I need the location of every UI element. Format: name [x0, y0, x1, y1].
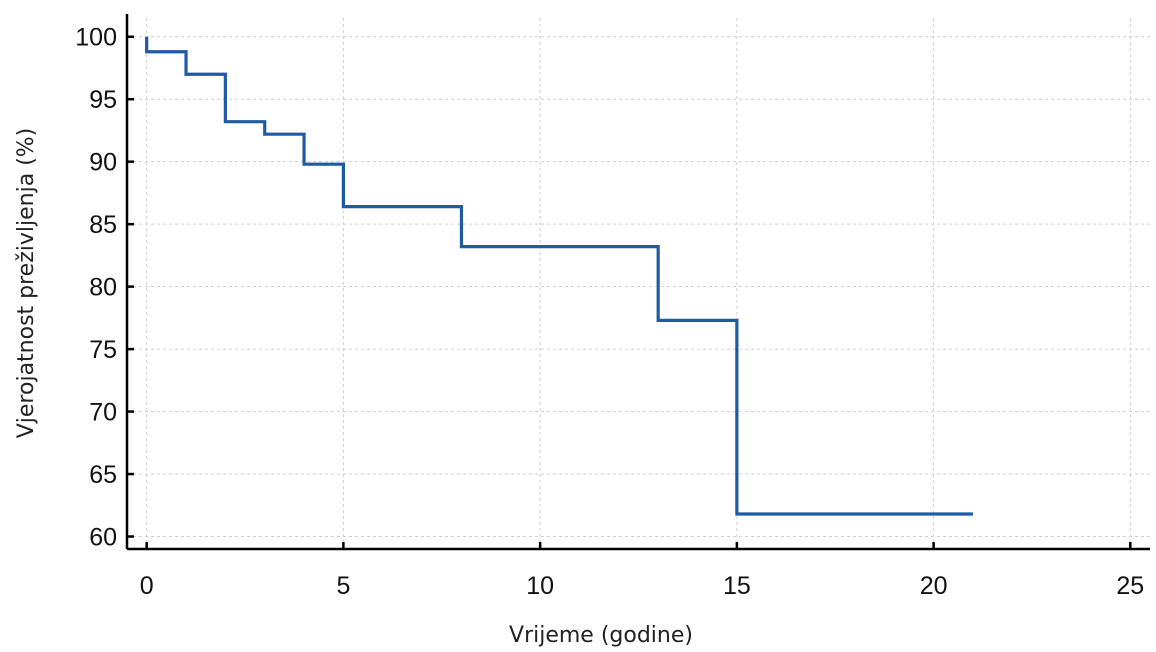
y-tick-label: 80 [89, 274, 117, 302]
y-axis-label: Vjerojatnost preživljenja (%) [14, 128, 39, 439]
y-tick-label: 75 [89, 336, 117, 364]
y-tick-label: 85 [89, 211, 117, 239]
axes [125, 14, 1150, 551]
x-tick-label: 15 [723, 572, 751, 600]
tick-marks [127, 35, 1132, 549]
x-tick-label: 10 [526, 572, 554, 600]
x-tick-label: 20 [920, 572, 948, 600]
series-layer [145, 36, 973, 516]
y-tick-label: 90 [89, 149, 117, 177]
y-tick-label: 60 [89, 524, 117, 552]
grid-lines [127, 18, 1150, 549]
survival-step-line [145, 36, 973, 516]
y-tick-label: 95 [89, 86, 117, 114]
y-tick-label: 70 [89, 399, 117, 427]
x-tick-label: 5 [336, 572, 350, 600]
x-axis-label: Vrijeme (godine) [509, 623, 693, 648]
y-tick-label: 65 [89, 461, 117, 489]
tick-labels: 0 5 10 15 20 25 60 65 70 75 80 85 90 95 100 [75, 24, 1144, 600]
x-tick-label: 25 [1116, 572, 1144, 600]
y-tick-label: 100 [75, 24, 117, 52]
x-tick-label: 0 [140, 572, 154, 600]
